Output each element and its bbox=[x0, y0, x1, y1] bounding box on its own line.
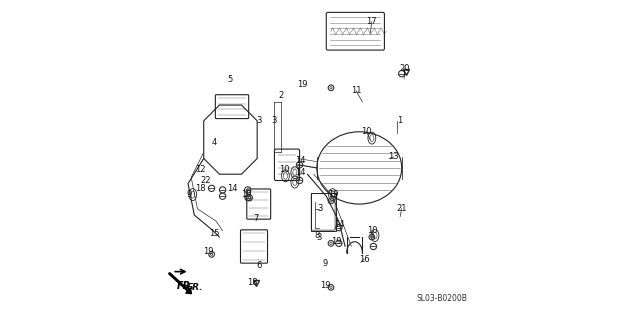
Text: 8: 8 bbox=[314, 231, 319, 240]
Text: FR.: FR. bbox=[186, 283, 203, 292]
Text: 18: 18 bbox=[247, 278, 258, 287]
Text: 19: 19 bbox=[321, 281, 331, 290]
FancyArrow shape bbox=[169, 273, 191, 294]
Text: 19: 19 bbox=[241, 190, 252, 199]
Text: 6: 6 bbox=[256, 261, 261, 270]
Text: FR.: FR. bbox=[177, 281, 195, 291]
Text: 14: 14 bbox=[335, 220, 345, 229]
Text: 3: 3 bbox=[272, 116, 277, 125]
Bar bbox=[310, 193, 336, 231]
Text: 19: 19 bbox=[204, 247, 214, 256]
Text: 9: 9 bbox=[322, 259, 327, 268]
Text: 13: 13 bbox=[388, 152, 399, 161]
Text: 7: 7 bbox=[253, 214, 259, 223]
Text: 20: 20 bbox=[399, 64, 410, 74]
Text: 1: 1 bbox=[397, 116, 403, 125]
Text: 14: 14 bbox=[295, 156, 306, 165]
Text: 3: 3 bbox=[256, 116, 261, 125]
Text: 14: 14 bbox=[295, 168, 306, 177]
Text: 17: 17 bbox=[367, 17, 377, 26]
Text: 12: 12 bbox=[195, 165, 206, 174]
Text: 5: 5 bbox=[228, 75, 233, 84]
Text: 4: 4 bbox=[212, 138, 218, 147]
Text: 19: 19 bbox=[332, 237, 342, 246]
Text: 10: 10 bbox=[367, 226, 377, 235]
Text: 22: 22 bbox=[200, 176, 211, 185]
Text: SL03-B0200B: SL03-B0200B bbox=[417, 294, 468, 303]
Text: 11: 11 bbox=[351, 87, 362, 95]
Text: 19: 19 bbox=[297, 80, 307, 89]
Text: 19: 19 bbox=[328, 190, 339, 199]
Text: 9: 9 bbox=[187, 190, 192, 199]
Text: 18: 18 bbox=[195, 184, 206, 193]
Text: 10: 10 bbox=[361, 127, 372, 136]
Text: 15: 15 bbox=[209, 230, 220, 238]
Text: 21: 21 bbox=[396, 204, 407, 213]
Text: 16: 16 bbox=[358, 255, 369, 263]
Text: 2: 2 bbox=[278, 91, 284, 100]
Text: 10: 10 bbox=[278, 165, 289, 174]
Text: 3: 3 bbox=[317, 204, 323, 213]
Text: 14: 14 bbox=[227, 184, 237, 193]
Text: 3: 3 bbox=[316, 233, 322, 242]
